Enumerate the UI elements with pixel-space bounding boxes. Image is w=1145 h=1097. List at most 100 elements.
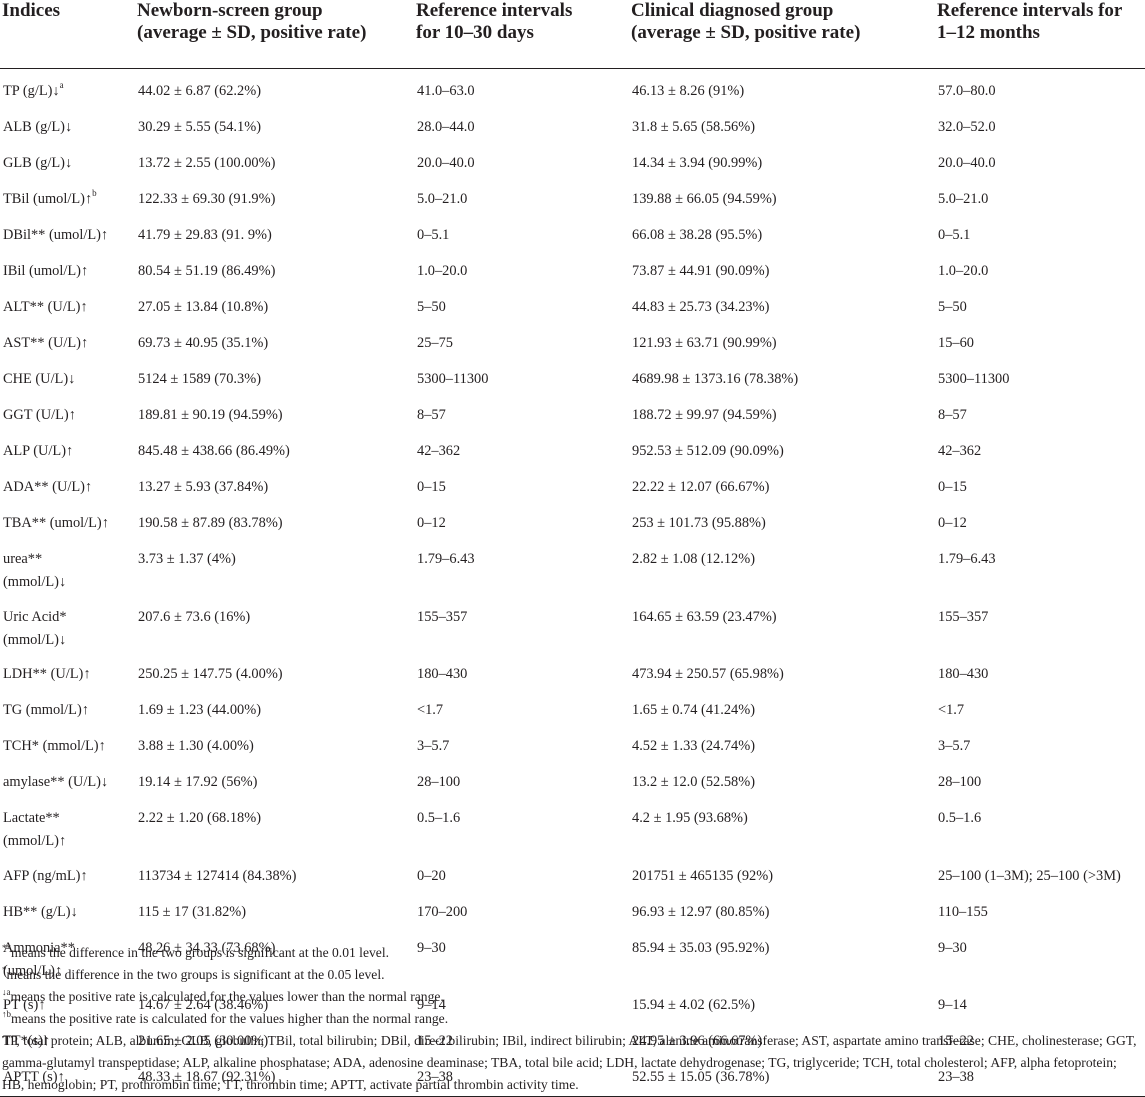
table-row: TG (mmol/L)↑ 1.69 ± 1.23 (44.00%) <1.7 1.65…: [0, 693, 1145, 729]
clinical-reference-cell: 1.0–20.0: [938, 263, 989, 279]
index-cell: TT*(s)↑: [3, 1033, 51, 1049]
clinical-value-cell: 31.8 ± 5.65 (58.56%): [632, 119, 756, 135]
clinical-value-cell: 66.08 ± 38.28 (95.5%): [632, 227, 763, 243]
header-reference-1-12-months: Reference intervals for 1–12 months: [929, 0, 1145, 69]
newborn-reference-cell: 5–50: [417, 299, 446, 315]
newborn-value-cell: 19.14 ± 17.92 (56%): [138, 774, 258, 790]
clinical-reference-cell: 15–60: [938, 335, 974, 351]
newborn-value-cell: 5124 ± 1589 (70.3%): [138, 371, 262, 387]
newborn-reference-cell: 180–430: [417, 666, 468, 682]
clinical-reference-cell: 110–155: [938, 903, 988, 920]
newborn-reference-cell: <1.7: [417, 702, 444, 718]
newborn-value-cell: 80.54 ± 51.19 (86.49%): [138, 263, 276, 279]
newborn-value-cell: 207.6 ± 73.6 (16%): [138, 608, 251, 625]
newborn-value-cell: 122.33 ± 69.30 (91.9%): [138, 191, 276, 207]
table-row: AFP (ng/mL)↑ 113734 ± 127414 (84.38%) 0–20…: [0, 858, 1145, 894]
newborn-value-cell: 1.69 ± 1.23 (44.00%): [138, 702, 262, 718]
clinical-reference-cell: 1.79–6.43: [938, 551, 996, 567]
newborn-reference-cell: 1.79–6.43: [417, 551, 475, 567]
clinical-value-cell: 473.94 ± 250.57 (65.98%): [632, 666, 784, 682]
newborn-reference-cell: 0–12: [417, 515, 446, 531]
footnote-marker: a: [59, 80, 64, 91]
newborn-value-cell: 48.26 ± 34.33 (73.68%): [138, 939, 276, 956]
clinical-value-cell: 15.94 ± 4.02 (62.5%): [632, 997, 756, 1013]
clinical-reference-cell: 5300–11300: [938, 371, 1010, 387]
index-cell: amylase** (U/L)↓: [3, 774, 109, 790]
newborn-value-cell: 3.88 ± 1.30 (4.00%): [138, 738, 254, 754]
clinical-value-cell: 14.34 ± 3.94 (90.99%): [632, 155, 763, 171]
index-cell: TG (mmol/L)↑: [3, 702, 89, 718]
clinical-reference-cell: 9–30: [938, 939, 967, 956]
clinical-reference-cell: <1.7: [938, 702, 965, 718]
clinical-value-cell: 13.2 ± 12.0 (52.58%): [632, 774, 756, 790]
newborn-reference-cell: 25–75: [417, 335, 453, 351]
newborn-value-cell: 115 ± 17 (31.82%): [138, 903, 247, 920]
table-row: Uric Acid* (mmol/L)↓ 207.6 ± 73.6 (16%) 155…: [0, 599, 1145, 657]
table-row: ALT** (U/L)↑ 27.05 ± 13.84 (10.8%) 5–50 44.…: [0, 290, 1145, 326]
newborn-reference-cell: 155–357: [417, 608, 468, 625]
newborn-reference-cell: 5300–11300: [417, 371, 489, 387]
table-row: CHE (U/L)↓ 5124 ± 1589 (70.3%) 5300–11300 4…: [0, 362, 1145, 398]
newborn-reference-cell: 170–200: [417, 903, 468, 920]
table-row: Ammonia** (umol/L)↑ 48.26 ± 34.33 (73.68%)…: [0, 930, 1145, 988]
table-row: ALP (U/L)↑ 845.48 ± 438.66 (86.49%) 42–362…: [0, 434, 1145, 470]
clinical-reference-cell: 3–5.7: [938, 738, 971, 754]
clinical-reference-cell: 5.0–21.0: [938, 191, 989, 207]
clinical-value-cell: 253 ± 101.73 (95.88%): [632, 515, 766, 531]
index-cell: DBil** (umol/L)↑: [3, 227, 109, 243]
clinical-reference-cell: 28–100: [938, 774, 982, 790]
newborn-value-cell: 189.81 ± 90.19 (94.59%): [138, 407, 283, 423]
header-indices: Indices: [0, 0, 129, 69]
footnote-double-asterisk: **means the difference in the two groups…: [2, 942, 390, 960]
index-cell: ALB (g/L)↓: [3, 119, 73, 135]
newborn-reference-cell: 23–38: [413, 1059, 623, 1097]
newborn-reference-cell: 1.0–20.0: [417, 263, 468, 279]
table-row: ADA** (U/L)↑ 13.27 ± 5.93 (37.84%) 0–15 22.…: [0, 470, 1145, 506]
clinical-value-cell: 201751 ± 465135 (92%): [632, 867, 773, 884]
index-cell: TBA** (umol/L)↑: [3, 515, 109, 531]
table-row: TT*(s)↑ 21.65 ± 2.05 (30.00%) 15–22 24.95 ±…: [0, 1024, 1145, 1060]
index-cell: PT (s)↑: [3, 997, 46, 1013]
newborn-reference-cell: 41.0–63.0: [417, 83, 475, 99]
newborn-reference-cell: 0.5–1.6: [417, 810, 461, 826]
newborn-reference-cell: 15–22: [417, 1033, 453, 1049]
clinical-value-cell: 121.93 ± 63.71 (90.99%): [632, 335, 777, 351]
footnote-single-asterisk: *means the difference in the two groups …: [2, 964, 385, 982]
table-row: DBil** (umol/L)↑ 41.79 ± 29.83 (91. 9%) 0–…: [0, 218, 1145, 254]
newborn-value-cell: 13.27 ± 5.93 (37.84%): [138, 479, 269, 495]
index-cell: ADA** (U/L)↑: [3, 479, 93, 495]
newborn-value-cell: 845.48 ± 438.66 (86.49%): [138, 443, 290, 459]
clinical-value-cell: 24.95 ± 3.96 (66.67%): [632, 1033, 763, 1049]
newborn-value-cell: 13.72 ± 2.55 (100.00%): [138, 155, 276, 171]
index-cell: APTT (s)↑: [0, 1059, 129, 1097]
clinical-value-cell: 4689.98 ± 1373.16 (78.38%): [632, 371, 799, 387]
index-cell: Ammonia** (umol/L)↑: [3, 939, 75, 979]
index-cell: Lactate** (mmol/L)↑: [3, 810, 67, 849]
newborn-value-cell: 14.67 ± 2.64 (38.46%): [138, 997, 269, 1013]
clinical-value-cell: 4.2 ± 1.95 (93.68%): [632, 810, 748, 826]
clinical-value-cell: 85.94 ± 35.03 (95.92%): [632, 939, 770, 956]
table-row: TCH* (mmol/L)↑ 3.88 ± 1.30 (4.00%) 3–5.7 4.…: [0, 729, 1145, 765]
clinical-value-cell: 139.88 ± 66.05 (94.59%): [632, 191, 777, 207]
index-cell: urea** (mmol/L)↓: [3, 551, 67, 590]
newborn-reference-cell: 9–30: [417, 939, 446, 956]
newborn-value-cell: 30.29 ± 5.55 (54.1%): [138, 119, 262, 135]
newborn-value-cell: 250.25 ± 147.75 (4.00%): [138, 666, 283, 682]
index-cell: TP (g/L)↓a: [3, 80, 64, 99]
newborn-reference-cell: 3–5.7: [417, 738, 450, 754]
clinical-value-cell: 952.53 ± 512.09 (90.09%): [632, 443, 784, 459]
newborn-value-cell: 27.05 ± 13.84 (10.8%): [138, 299, 269, 315]
index-cell: IBil (umol/L)↑: [3, 263, 89, 279]
clinical-value-cell: 46.13 ± 8.26 (91%): [632, 83, 745, 99]
index-cell: GGT (U/L)↑: [3, 407, 76, 423]
table-row: ALB (g/L)↓ 30.29 ± 5.55 (54.1%) 28.0–44.0 3…: [0, 110, 1145, 146]
newborn-value-cell: 190.58 ± 87.89 (83.78%): [138, 515, 283, 531]
clinical-reference-cell: 25–100 (1–3M); 25–100 (>3M): [938, 867, 1121, 884]
header-clinical-group: Clinical diagnosed group (average ± SD, p…: [623, 0, 929, 69]
header-reference-10-30-days: Reference intervals for 10–30 days: [413, 0, 623, 69]
clinical-reference-cell: 0.5–1.6: [938, 810, 982, 826]
clinical-reference-cell: 0–15: [938, 479, 967, 495]
clinical-reference-cell: 5–50: [938, 299, 967, 315]
clinical-reference-cell: 8–57: [938, 407, 967, 423]
